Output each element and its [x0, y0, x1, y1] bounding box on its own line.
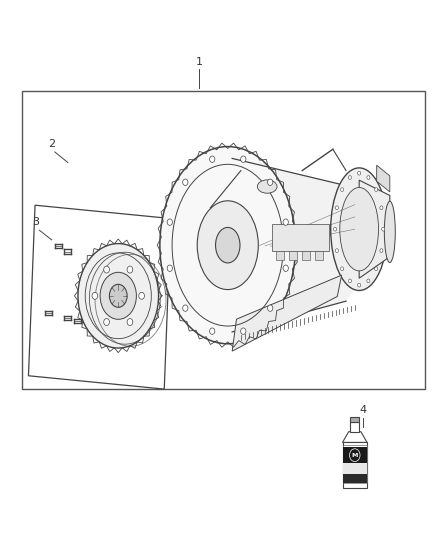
Ellipse shape [382, 227, 385, 231]
Ellipse shape [283, 219, 288, 225]
Ellipse shape [257, 180, 277, 193]
Ellipse shape [357, 171, 361, 175]
Ellipse shape [380, 206, 383, 209]
Text: M: M [352, 453, 358, 458]
Ellipse shape [357, 283, 361, 287]
Bar [343, 463, 367, 474]
Ellipse shape [336, 249, 339, 253]
Ellipse shape [341, 267, 344, 271]
Ellipse shape [127, 266, 133, 273]
Ellipse shape [336, 206, 339, 209]
Ellipse shape [183, 179, 188, 185]
Ellipse shape [104, 266, 110, 273]
Ellipse shape [183, 305, 188, 311]
Ellipse shape [78, 244, 159, 348]
Text: 4: 4 [359, 405, 366, 415]
Bar [302, 251, 310, 260]
Circle shape [350, 449, 360, 462]
Bar [350, 422, 359, 432]
Ellipse shape [104, 319, 110, 326]
Ellipse shape [197, 201, 258, 289]
Polygon shape [232, 158, 372, 332]
Ellipse shape [268, 179, 273, 185]
Ellipse shape [385, 201, 396, 262]
Ellipse shape [367, 279, 370, 283]
Ellipse shape [160, 147, 296, 344]
Bar [22, 91, 425, 389]
Text: 3: 3 [32, 216, 39, 227]
Ellipse shape [367, 175, 370, 179]
Text: 1: 1 [196, 56, 203, 67]
Ellipse shape [341, 188, 344, 191]
Ellipse shape [348, 175, 351, 179]
Ellipse shape [340, 188, 378, 271]
Ellipse shape [268, 305, 273, 311]
Ellipse shape [374, 267, 378, 271]
Bar [350, 417, 359, 422]
Bar [343, 447, 367, 463]
Ellipse shape [283, 265, 288, 271]
Ellipse shape [240, 328, 246, 334]
Ellipse shape [110, 284, 127, 308]
Ellipse shape [127, 319, 133, 326]
Ellipse shape [334, 227, 337, 231]
Ellipse shape [210, 328, 215, 334]
Ellipse shape [139, 292, 145, 300]
Ellipse shape [167, 265, 173, 271]
Bar [343, 445, 367, 483]
Ellipse shape [331, 168, 388, 290]
Ellipse shape [380, 249, 383, 253]
Ellipse shape [92, 292, 98, 300]
Bar [289, 251, 297, 260]
Bar [343, 474, 367, 483]
Ellipse shape [240, 156, 246, 163]
Bar [272, 224, 328, 251]
Polygon shape [377, 165, 390, 192]
Polygon shape [28, 205, 171, 389]
Ellipse shape [167, 219, 173, 225]
Polygon shape [232, 275, 342, 351]
Ellipse shape [210, 156, 215, 163]
Polygon shape [359, 180, 390, 278]
Ellipse shape [348, 279, 351, 283]
Bar [343, 442, 367, 488]
Ellipse shape [215, 228, 240, 263]
Ellipse shape [100, 272, 136, 319]
Bar [315, 251, 323, 260]
Bar [276, 251, 284, 260]
Ellipse shape [374, 188, 378, 191]
Polygon shape [343, 432, 367, 442]
Text: 2: 2 [48, 139, 55, 149]
